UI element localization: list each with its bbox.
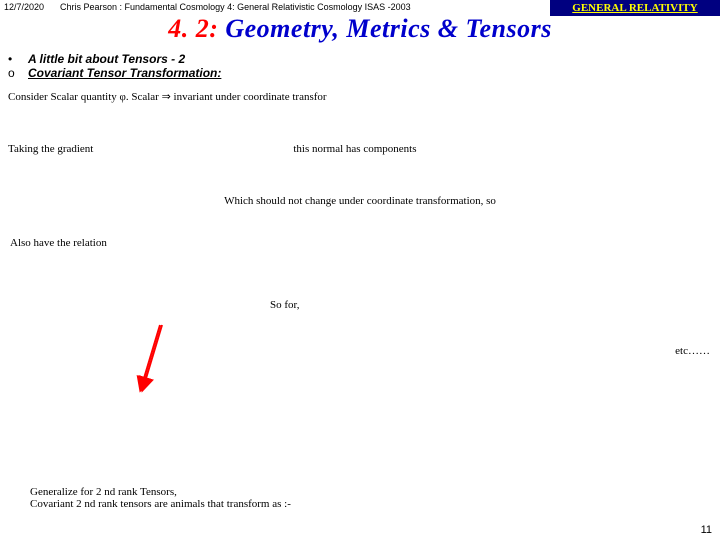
bullet-2: o Covariant Tensor Transformation: [8, 66, 720, 80]
line-shouldnot: Which should not change under coordinate… [0, 195, 720, 207]
bullet-text: A little bit about Tensors - 2 [28, 52, 185, 66]
line-gradient: Taking the gradient [8, 143, 93, 155]
title-rest: Geometry, Metrics & Tensors [218, 14, 551, 43]
line-gradient-row: Taking the gradient this normal has comp… [0, 143, 720, 155]
page-number: 11 [701, 524, 712, 536]
line-consider: Consider Scalar quantity φ. Scalar ⇒ inv… [0, 90, 720, 103]
line-etc: etc…… [675, 345, 710, 357]
bullet-mark: o [8, 66, 28, 80]
title-number: 4. 2: [168, 14, 218, 43]
footer-text: Generalize for 2 nd rank Tensors, Covari… [30, 486, 291, 510]
arrow-icon [130, 320, 170, 400]
footer-line-1: Generalize for 2 nd rank Tensors, [30, 486, 291, 498]
bullet-1: • A little bit about Tensors - 2 [8, 52, 720, 66]
line-sofor: So for, [0, 299, 720, 311]
relativity-box: GENERAL RELATIVITY [550, 0, 720, 16]
line-normal: this normal has components [293, 143, 416, 155]
header-text: Chris Pearson : Fundamental Cosmology 4:… [60, 0, 550, 12]
line-alsohave: Also have the relation [0, 237, 720, 249]
footer-line-2: Covariant 2 nd rank tensors are animals … [30, 498, 291, 510]
bullet-text: Covariant Tensor Transformation: [28, 66, 221, 80]
bullet-mark: • [8, 52, 28, 66]
bullet-list: • A little bit about Tensors - 2 o Covar… [0, 52, 720, 80]
date: 12/7/2020 [0, 0, 60, 12]
page-title: 4. 2: Geometry, Metrics & Tensors [0, 14, 720, 44]
